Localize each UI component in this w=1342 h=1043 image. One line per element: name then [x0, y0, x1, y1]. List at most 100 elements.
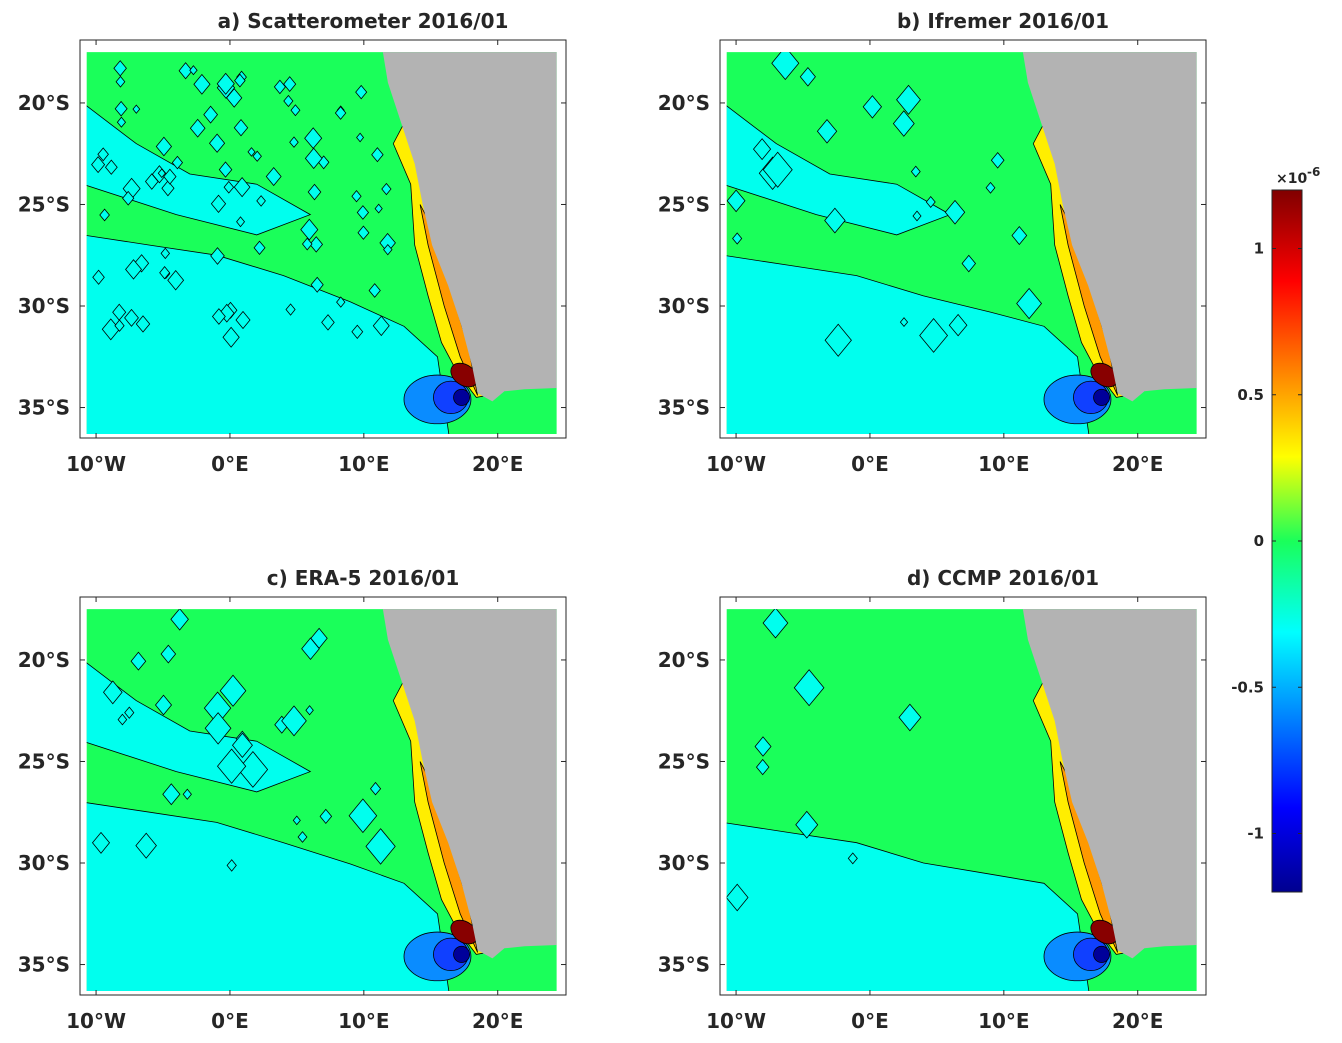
patch — [300, 218, 319, 241]
x-tick-label: 10°E — [978, 1009, 1030, 1033]
patch — [754, 736, 772, 757]
patch — [155, 136, 173, 157]
x-tick-label: 20°E — [472, 1009, 524, 1033]
patch — [793, 669, 825, 707]
patch — [189, 65, 198, 76]
patch — [218, 161, 233, 178]
y-tick-label: 30°S — [658, 851, 710, 875]
patch — [125, 259, 143, 280]
field — [726, 52, 1197, 434]
patch — [115, 75, 126, 88]
patch — [117, 713, 128, 726]
patch — [170, 609, 189, 631]
patch — [752, 138, 772, 161]
patch — [348, 798, 378, 834]
land — [1022, 609, 1197, 959]
patch — [203, 105, 219, 124]
panel-title: a) Scatterometer 2016/01 — [218, 9, 509, 33]
patch — [112, 303, 127, 321]
patch — [135, 315, 151, 333]
patch — [374, 203, 383, 214]
x-tick-label: 10°E — [338, 1009, 390, 1033]
patch — [247, 147, 256, 157]
patch — [365, 828, 396, 865]
y-tick-label: 20°S — [18, 648, 70, 672]
land — [1022, 52, 1197, 402]
patch — [862, 95, 883, 119]
patch — [985, 181, 996, 194]
patch — [381, 182, 392, 196]
patch — [114, 100, 128, 117]
patch — [211, 308, 226, 325]
patch — [351, 189, 362, 203]
patch — [771, 52, 800, 81]
patch — [1016, 287, 1043, 320]
low-region — [726, 822, 1090, 991]
patch — [283, 76, 297, 93]
x-tick-label: 0°E — [851, 452, 889, 476]
patch — [182, 788, 192, 800]
patch — [912, 210, 922, 222]
patch — [285, 303, 296, 316]
patch — [816, 118, 838, 144]
patch — [762, 151, 793, 188]
patch — [226, 88, 243, 108]
panel-title: b) Ifremer 2016/01 — [897, 9, 1109, 33]
map-panel: a) Scatterometer 2016/01 10°W 0°E 10°E 20°E 2… — [18, 9, 567, 476]
low-region — [726, 255, 1090, 434]
patch — [1011, 225, 1028, 246]
patch — [171, 155, 184, 170]
x-tick-label: 10°E — [338, 452, 390, 476]
field — [86, 609, 557, 991]
patch — [305, 705, 314, 716]
patch — [319, 808, 333, 825]
patch — [124, 706, 135, 719]
patch — [762, 609, 789, 639]
low-core — [453, 945, 471, 963]
low-region — [86, 802, 450, 991]
patch — [304, 147, 323, 170]
patch — [226, 859, 237, 872]
x-tick-label: 10°W — [706, 452, 766, 476]
patch — [236, 216, 246, 228]
patch — [256, 195, 266, 207]
patch — [281, 705, 307, 737]
patch — [231, 732, 253, 759]
patch — [372, 315, 390, 337]
low-core — [453, 388, 471, 406]
patch — [383, 243, 393, 256]
field — [86, 52, 557, 434]
patch — [208, 133, 226, 153]
field — [726, 609, 1197, 991]
patch — [301, 637, 320, 661]
x-tick-label: 0°E — [211, 1009, 249, 1033]
y-tick-label: 35°S — [18, 953, 70, 977]
y-tick-label: 30°S — [18, 851, 70, 875]
y-tick-label: 25°S — [658, 749, 710, 773]
patch — [368, 283, 381, 298]
patch — [919, 317, 949, 353]
patch — [163, 168, 177, 185]
patch — [104, 159, 118, 175]
patch — [161, 180, 175, 197]
patch — [222, 326, 240, 348]
y-tick-label: 25°S — [658, 192, 710, 216]
patch — [357, 225, 370, 240]
y-tick-label: 20°S — [658, 91, 710, 115]
patch — [154, 694, 173, 716]
patch — [289, 136, 299, 148]
patch — [114, 319, 125, 332]
patch — [233, 118, 249, 137]
map-panel: c) ERA-5 2016/01 10°W 0°E 10°E 20°E 20°S 25°S 3… — [18, 566, 567, 1033]
patch — [899, 317, 909, 328]
patch — [135, 832, 157, 859]
patch — [252, 150, 262, 162]
patch — [355, 84, 368, 100]
patch — [167, 269, 185, 291]
colorbar-tick-label: 0 — [1254, 532, 1264, 550]
axes-frame — [79, 596, 567, 996]
patch — [130, 651, 147, 671]
y-tick-label: 35°S — [658, 953, 710, 977]
patch — [304, 127, 323, 150]
patch — [301, 237, 313, 251]
